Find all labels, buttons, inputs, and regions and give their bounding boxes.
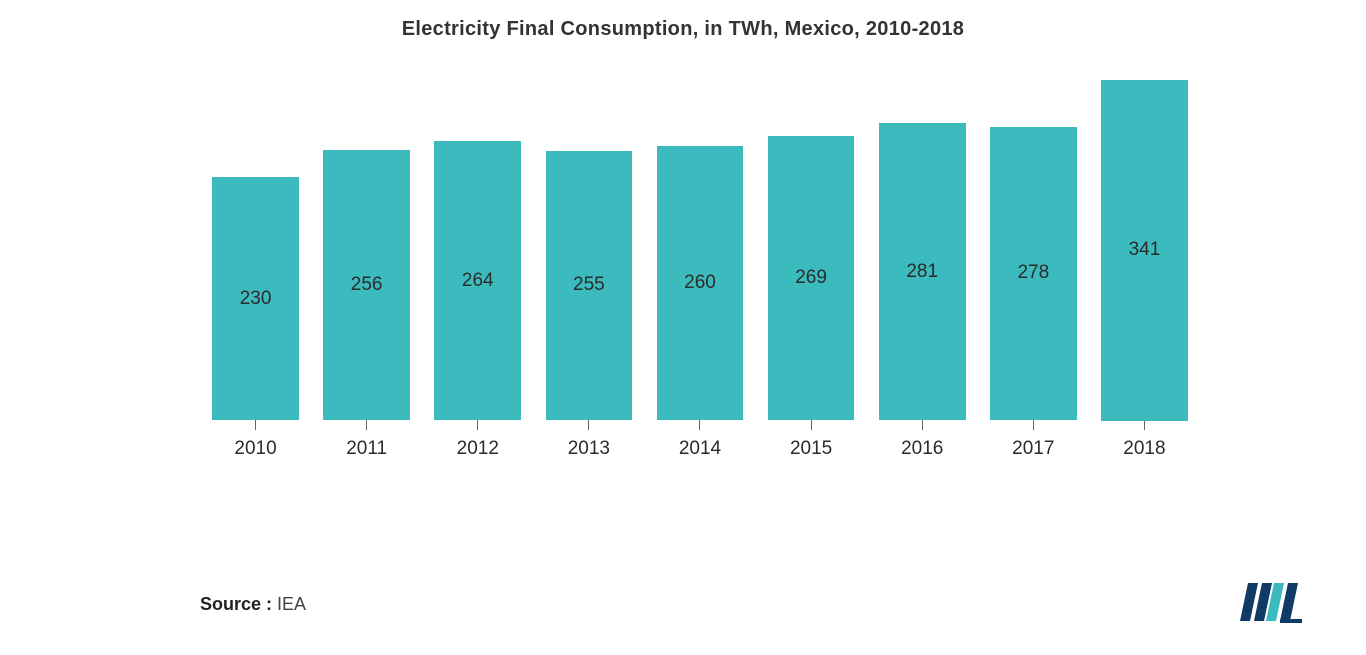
category-label: 2010 <box>234 438 276 460</box>
bar: 281 <box>879 123 966 420</box>
source-label: Source : <box>200 594 272 614</box>
bar-value-label: 278 <box>1017 262 1049 284</box>
bar-value-label: 255 <box>573 274 605 296</box>
bar-slot: 281 2016 <box>867 80 978 460</box>
bar: 341 <box>1101 80 1188 421</box>
bar-slot: 264 2012 <box>422 80 533 460</box>
bars-container: 230 2010 256 2011 264 2012 255 2013 260 2014 269 20… <box>200 80 1200 460</box>
category-label: 2013 <box>568 438 610 460</box>
bar: 260 <box>657 146 744 420</box>
axis-tick <box>922 420 923 430</box>
bar-value-label: 256 <box>351 274 383 296</box>
axis-tick <box>588 420 589 430</box>
category-label: 2014 <box>679 438 721 460</box>
category-label: 2011 <box>346 438 387 460</box>
bar-slot: 230 2010 <box>200 80 311 460</box>
bar: 255 <box>546 151 633 420</box>
axis-tick <box>255 420 256 430</box>
bar-value-label: 260 <box>684 272 716 294</box>
axis-tick <box>811 420 812 430</box>
chart-plot-area: 230 2010 256 2011 264 2012 255 2013 260 2014 269 20… <box>200 80 1200 500</box>
bar-value-label: 230 <box>240 288 272 310</box>
axis-tick <box>366 420 367 430</box>
bar-slot: 341 2018 <box>1089 80 1200 460</box>
category-label: 2016 <box>901 438 943 460</box>
axis-tick <box>477 420 478 430</box>
axis-tick <box>1144 421 1145 430</box>
bar: 269 <box>768 136 855 420</box>
chart-title: Electricity Final Consumption, in TWh, M… <box>0 0 1366 41</box>
bar-slot: 255 2013 <box>533 80 644 460</box>
bar-value-label: 341 <box>1129 239 1161 261</box>
bar-value-label: 264 <box>462 270 494 292</box>
bar-value-label: 269 <box>795 267 827 289</box>
category-label: 2018 <box>1123 438 1165 460</box>
category-label: 2015 <box>790 438 832 460</box>
axis-tick <box>1033 420 1034 430</box>
bar-value-label: 281 <box>906 261 938 283</box>
bar: 278 <box>990 127 1077 420</box>
bar: 256 <box>323 150 410 420</box>
bar-slot: 256 2011 <box>311 80 422 460</box>
bar: 264 <box>434 141 521 420</box>
source-value: IEA <box>277 594 306 614</box>
category-label: 2012 <box>457 438 499 460</box>
brand-logo <box>1236 579 1306 625</box>
bar-slot: 269 2015 <box>756 80 867 460</box>
source-attribution: Source : IEA <box>200 594 306 615</box>
axis-tick <box>699 420 700 430</box>
bar-slot: 260 2014 <box>644 80 755 460</box>
category-label: 2017 <box>1012 438 1054 460</box>
mordor-logo-icon <box>1236 579 1306 625</box>
bar: 230 <box>212 177 299 420</box>
bar-slot: 278 2017 <box>978 80 1089 460</box>
